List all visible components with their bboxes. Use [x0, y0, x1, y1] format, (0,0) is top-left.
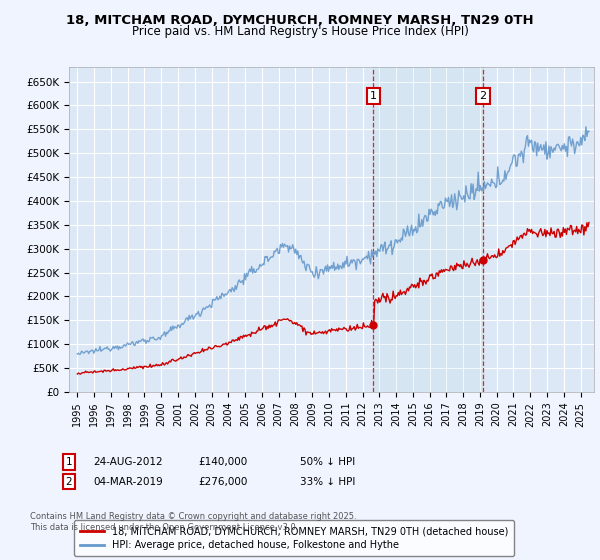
Text: 50% ↓ HPI: 50% ↓ HPI: [300, 457, 355, 467]
Legend: 18, MITCHAM ROAD, DYMCHURCH, ROMNEY MARSH, TN29 0TH (detached house), HPI: Avera: 18, MITCHAM ROAD, DYMCHURCH, ROMNEY MARS…: [74, 520, 514, 556]
Text: 04-MAR-2019: 04-MAR-2019: [93, 477, 163, 487]
Text: Price paid vs. HM Land Registry's House Price Index (HPI): Price paid vs. HM Land Registry's House …: [131, 25, 469, 38]
Text: 1: 1: [65, 457, 73, 467]
Text: 33% ↓ HPI: 33% ↓ HPI: [300, 477, 355, 487]
Text: 18, MITCHAM ROAD, DYMCHURCH, ROMNEY MARSH, TN29 0TH: 18, MITCHAM ROAD, DYMCHURCH, ROMNEY MARS…: [66, 14, 534, 27]
Text: 24-AUG-2012: 24-AUG-2012: [93, 457, 163, 467]
Text: 1: 1: [370, 91, 377, 101]
Text: Contains HM Land Registry data © Crown copyright and database right 2025.
This d: Contains HM Land Registry data © Crown c…: [30, 512, 356, 532]
Text: £140,000: £140,000: [198, 457, 247, 467]
Bar: [373, 67, 483, 392]
Text: 2: 2: [479, 91, 487, 101]
Text: 2: 2: [65, 477, 73, 487]
Text: £276,000: £276,000: [198, 477, 247, 487]
